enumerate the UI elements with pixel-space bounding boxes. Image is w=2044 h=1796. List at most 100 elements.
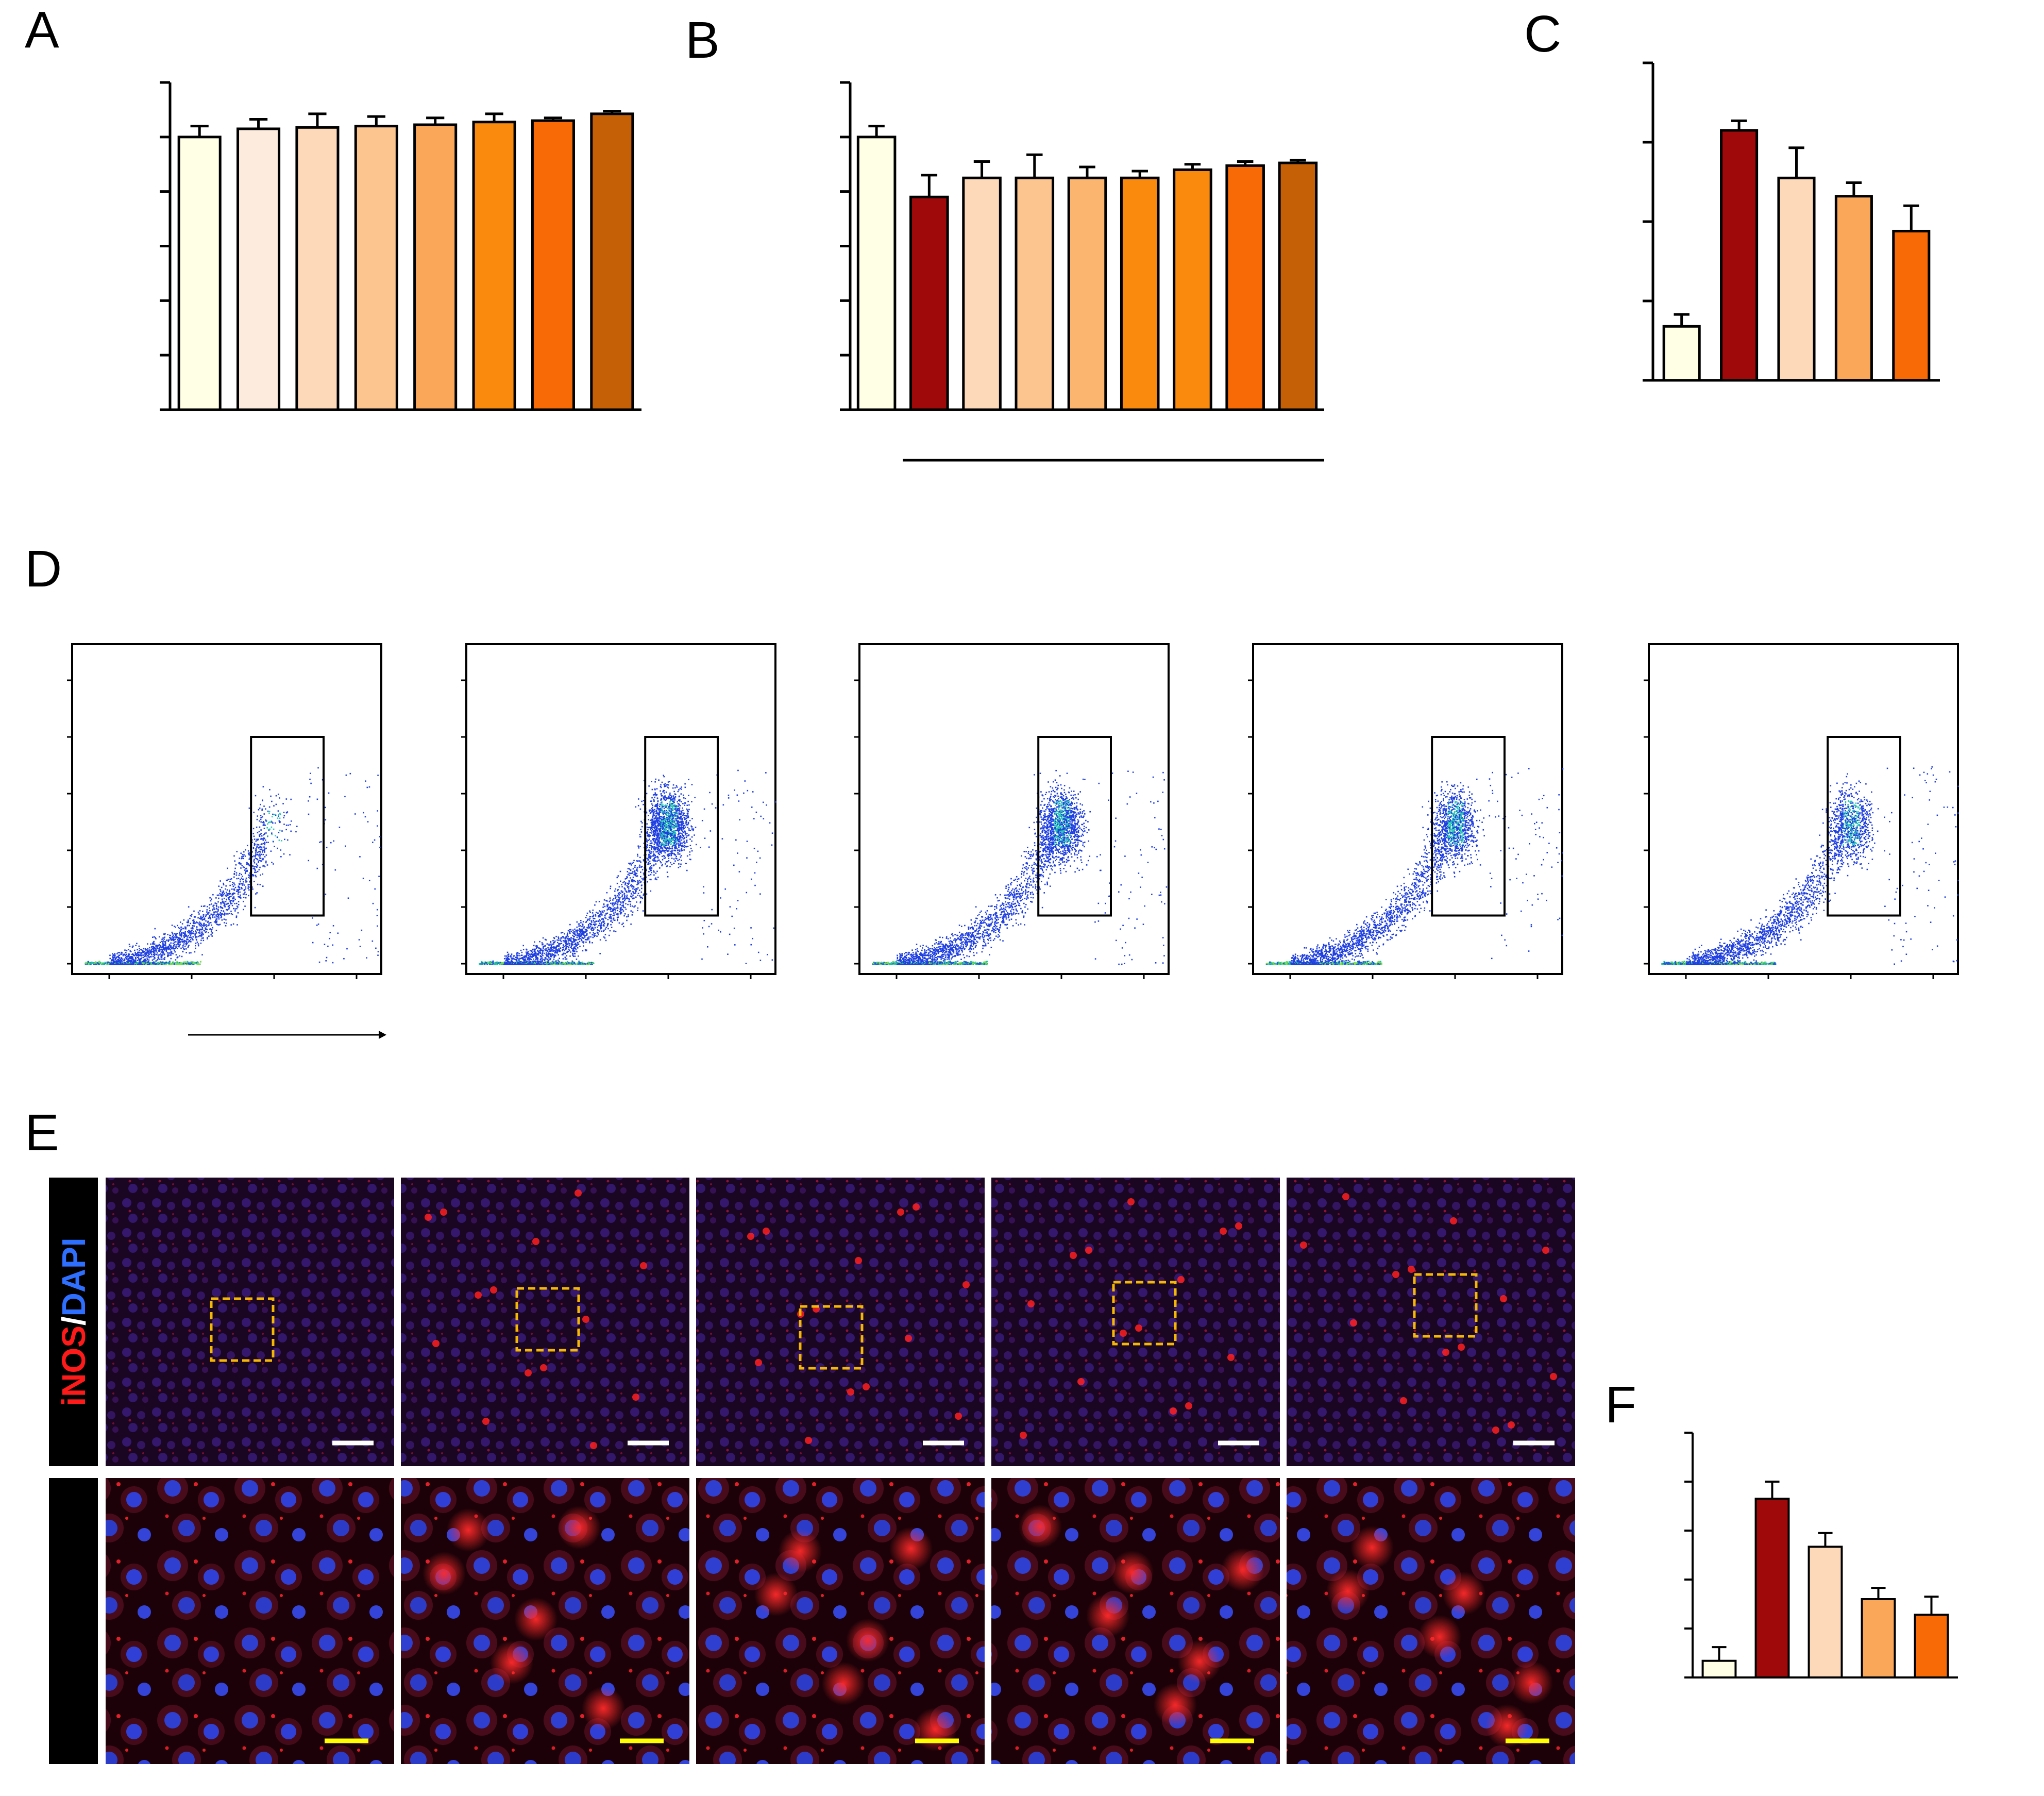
data-point	[547, 962, 549, 964]
data-point	[599, 920, 601, 922]
data-point	[154, 964, 156, 965]
data-point	[126, 958, 128, 960]
data-point	[661, 836, 663, 837]
data-point	[258, 831, 260, 832]
data-point	[264, 851, 265, 853]
data-point	[170, 942, 172, 944]
data-point	[551, 943, 553, 945]
data-point	[552, 954, 553, 956]
data-point	[618, 886, 620, 888]
data-point	[637, 907, 639, 909]
data-point	[186, 943, 188, 945]
data-point	[562, 945, 564, 946]
bar	[1015, 176, 1055, 411]
data-point	[504, 955, 506, 957]
data-point	[244, 869, 246, 871]
data-point	[601, 910, 603, 912]
data-point	[614, 890, 616, 892]
data-point	[526, 964, 528, 965]
data-point	[606, 892, 608, 894]
data-point	[579, 928, 581, 930]
data-point	[545, 939, 547, 941]
data-point	[224, 905, 226, 907]
data-point	[545, 961, 546, 963]
data-point	[134, 956, 137, 959]
data-point	[576, 944, 578, 945]
data-point	[172, 948, 174, 950]
data-point	[174, 963, 176, 965]
panel-label-e: E	[25, 1104, 59, 1162]
data-point	[585, 917, 587, 918]
data-point	[280, 855, 282, 858]
data-point	[638, 847, 640, 849]
data-point	[182, 941, 183, 943]
data-point	[123, 964, 125, 965]
data-point	[171, 931, 173, 933]
data-point	[277, 793, 279, 795]
data-point	[256, 866, 258, 868]
data-point	[521, 956, 523, 959]
data-point	[131, 946, 133, 948]
data-point	[237, 890, 239, 892]
data-point	[174, 951, 176, 953]
data-point	[526, 956, 527, 958]
data-point	[553, 937, 555, 939]
data-point	[377, 951, 379, 953]
data-point	[580, 922, 582, 924]
data-point	[513, 962, 515, 964]
data-point	[627, 868, 629, 869]
data-point	[256, 840, 258, 841]
data-point	[219, 912, 222, 914]
data-point	[696, 844, 697, 846]
data-point	[182, 945, 184, 947]
data-point	[615, 913, 617, 915]
data-point	[574, 946, 576, 948]
data-point	[637, 860, 638, 862]
data-point	[567, 944, 569, 945]
data-point	[572, 952, 573, 954]
data-point	[546, 952, 547, 954]
data-point	[255, 875, 257, 876]
data-point	[573, 946, 575, 948]
data-point	[664, 819, 666, 820]
data-point	[161, 945, 163, 947]
data-point	[568, 939, 569, 941]
data-point	[248, 807, 250, 809]
data-point	[520, 954, 522, 956]
data-point	[613, 904, 615, 905]
data-point	[266, 864, 268, 866]
data-point	[537, 962, 539, 964]
data-point	[650, 879, 652, 881]
data-point	[508, 955, 510, 957]
data-point	[592, 912, 594, 914]
data-point	[125, 957, 127, 959]
data-point	[263, 822, 265, 824]
data-point	[195, 930, 196, 932]
data-point	[164, 953, 165, 955]
data-point	[259, 884, 261, 885]
data-point	[678, 863, 680, 865]
data-point	[638, 866, 640, 868]
data-point	[686, 869, 688, 871]
data-point	[562, 949, 564, 950]
data-point	[188, 920, 189, 922]
data-point	[646, 869, 647, 871]
data-point	[254, 868, 256, 869]
data-point	[650, 845, 652, 847]
data-point	[159, 954, 161, 956]
data-point	[193, 910, 195, 912]
data-point	[242, 878, 244, 880]
data-point	[158, 944, 160, 946]
data-point	[226, 879, 227, 881]
data-point	[679, 853, 681, 855]
data-point	[640, 887, 643, 889]
data-point	[185, 948, 187, 950]
data-point	[127, 962, 129, 964]
data-point	[168, 944, 171, 945]
data-point	[548, 952, 549, 954]
data-point	[542, 954, 544, 956]
data-point	[239, 863, 241, 865]
data-point	[617, 907, 619, 909]
data-point	[197, 922, 199, 924]
data-point	[510, 955, 512, 956]
